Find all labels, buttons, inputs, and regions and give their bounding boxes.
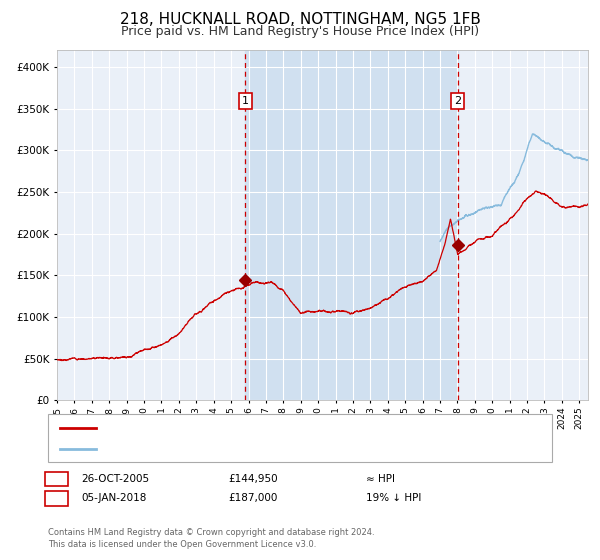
Text: Contains HM Land Registry data © Crown copyright and database right 2024.
This d: Contains HM Land Registry data © Crown c… — [48, 528, 374, 549]
Text: 2: 2 — [454, 96, 461, 106]
Text: £144,950: £144,950 — [228, 474, 278, 484]
Text: 218, HUCKNALL ROAD, NOTTINGHAM, NG5 1FB: 218, HUCKNALL ROAD, NOTTINGHAM, NG5 1FB — [119, 12, 481, 27]
Text: 218, HUCKNALL ROAD, NOTTINGHAM, NG5 1FB (detached house): 218, HUCKNALL ROAD, NOTTINGHAM, NG5 1FB … — [102, 423, 422, 433]
Text: Price paid vs. HM Land Registry's House Price Index (HPI): Price paid vs. HM Land Registry's House … — [121, 25, 479, 38]
Text: HPI: Average price, detached house, City of Nottingham: HPI: Average price, detached house, City… — [102, 444, 376, 454]
Text: 26-OCT-2005: 26-OCT-2005 — [81, 474, 149, 484]
Text: 1: 1 — [53, 474, 60, 484]
Bar — [245, 50, 458, 400]
Text: 1: 1 — [242, 96, 249, 106]
Text: ≈ HPI: ≈ HPI — [366, 474, 395, 484]
Text: 19% ↓ HPI: 19% ↓ HPI — [366, 493, 421, 503]
Text: £187,000: £187,000 — [228, 493, 277, 503]
Text: 05-JAN-2018: 05-JAN-2018 — [81, 493, 146, 503]
Text: 2: 2 — [53, 493, 60, 503]
